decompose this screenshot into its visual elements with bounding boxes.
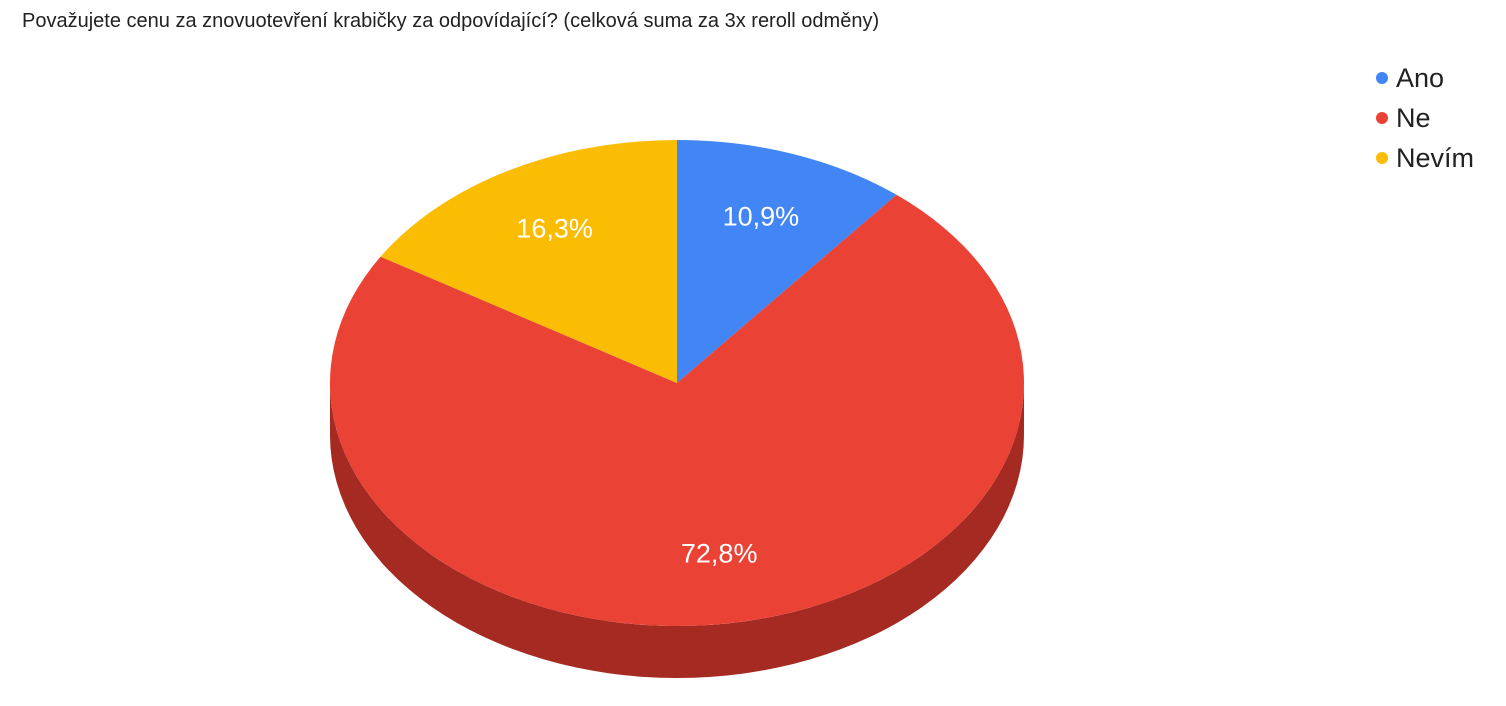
legend-label-ano: Ano [1396, 62, 1445, 93]
legend-label-ne: Ne [1396, 102, 1431, 133]
chart-legend: Ano Ne Nevím [1376, 58, 1474, 178]
pie-side-ne [330, 383, 1024, 678]
legend-label-nevim: Nevím [1396, 142, 1475, 173]
pie-label-ne: 72,8% [681, 539, 758, 569]
pie-slice-nevim[interactable] [380, 140, 677, 383]
pie-label-nevim: 16,3% [516, 214, 593, 244]
legend-item-ne[interactable]: Ne [1376, 98, 1474, 138]
pie-label-group: 10,9% 72,8% 16,3% [516, 201, 799, 568]
legend-dot-nevim [1376, 152, 1388, 164]
pie-label-ano: 10,9% [723, 201, 800, 231]
legend-item-nevim[interactable]: Nevím [1376, 138, 1474, 178]
pie-slice-group [329, 140, 1024, 626]
legend-dot-ano [1376, 72, 1388, 84]
pie-slice-ne[interactable] [329, 194, 1024, 626]
pie-side-group [330, 383, 1024, 678]
pie-slice-ano[interactable] [677, 140, 897, 383]
legend-item-ano[interactable]: Ano [1376, 58, 1474, 98]
legend-dot-ne [1376, 112, 1388, 124]
chart-title: Považujete cenu za znovuotevření krabičk… [22, 10, 880, 32]
